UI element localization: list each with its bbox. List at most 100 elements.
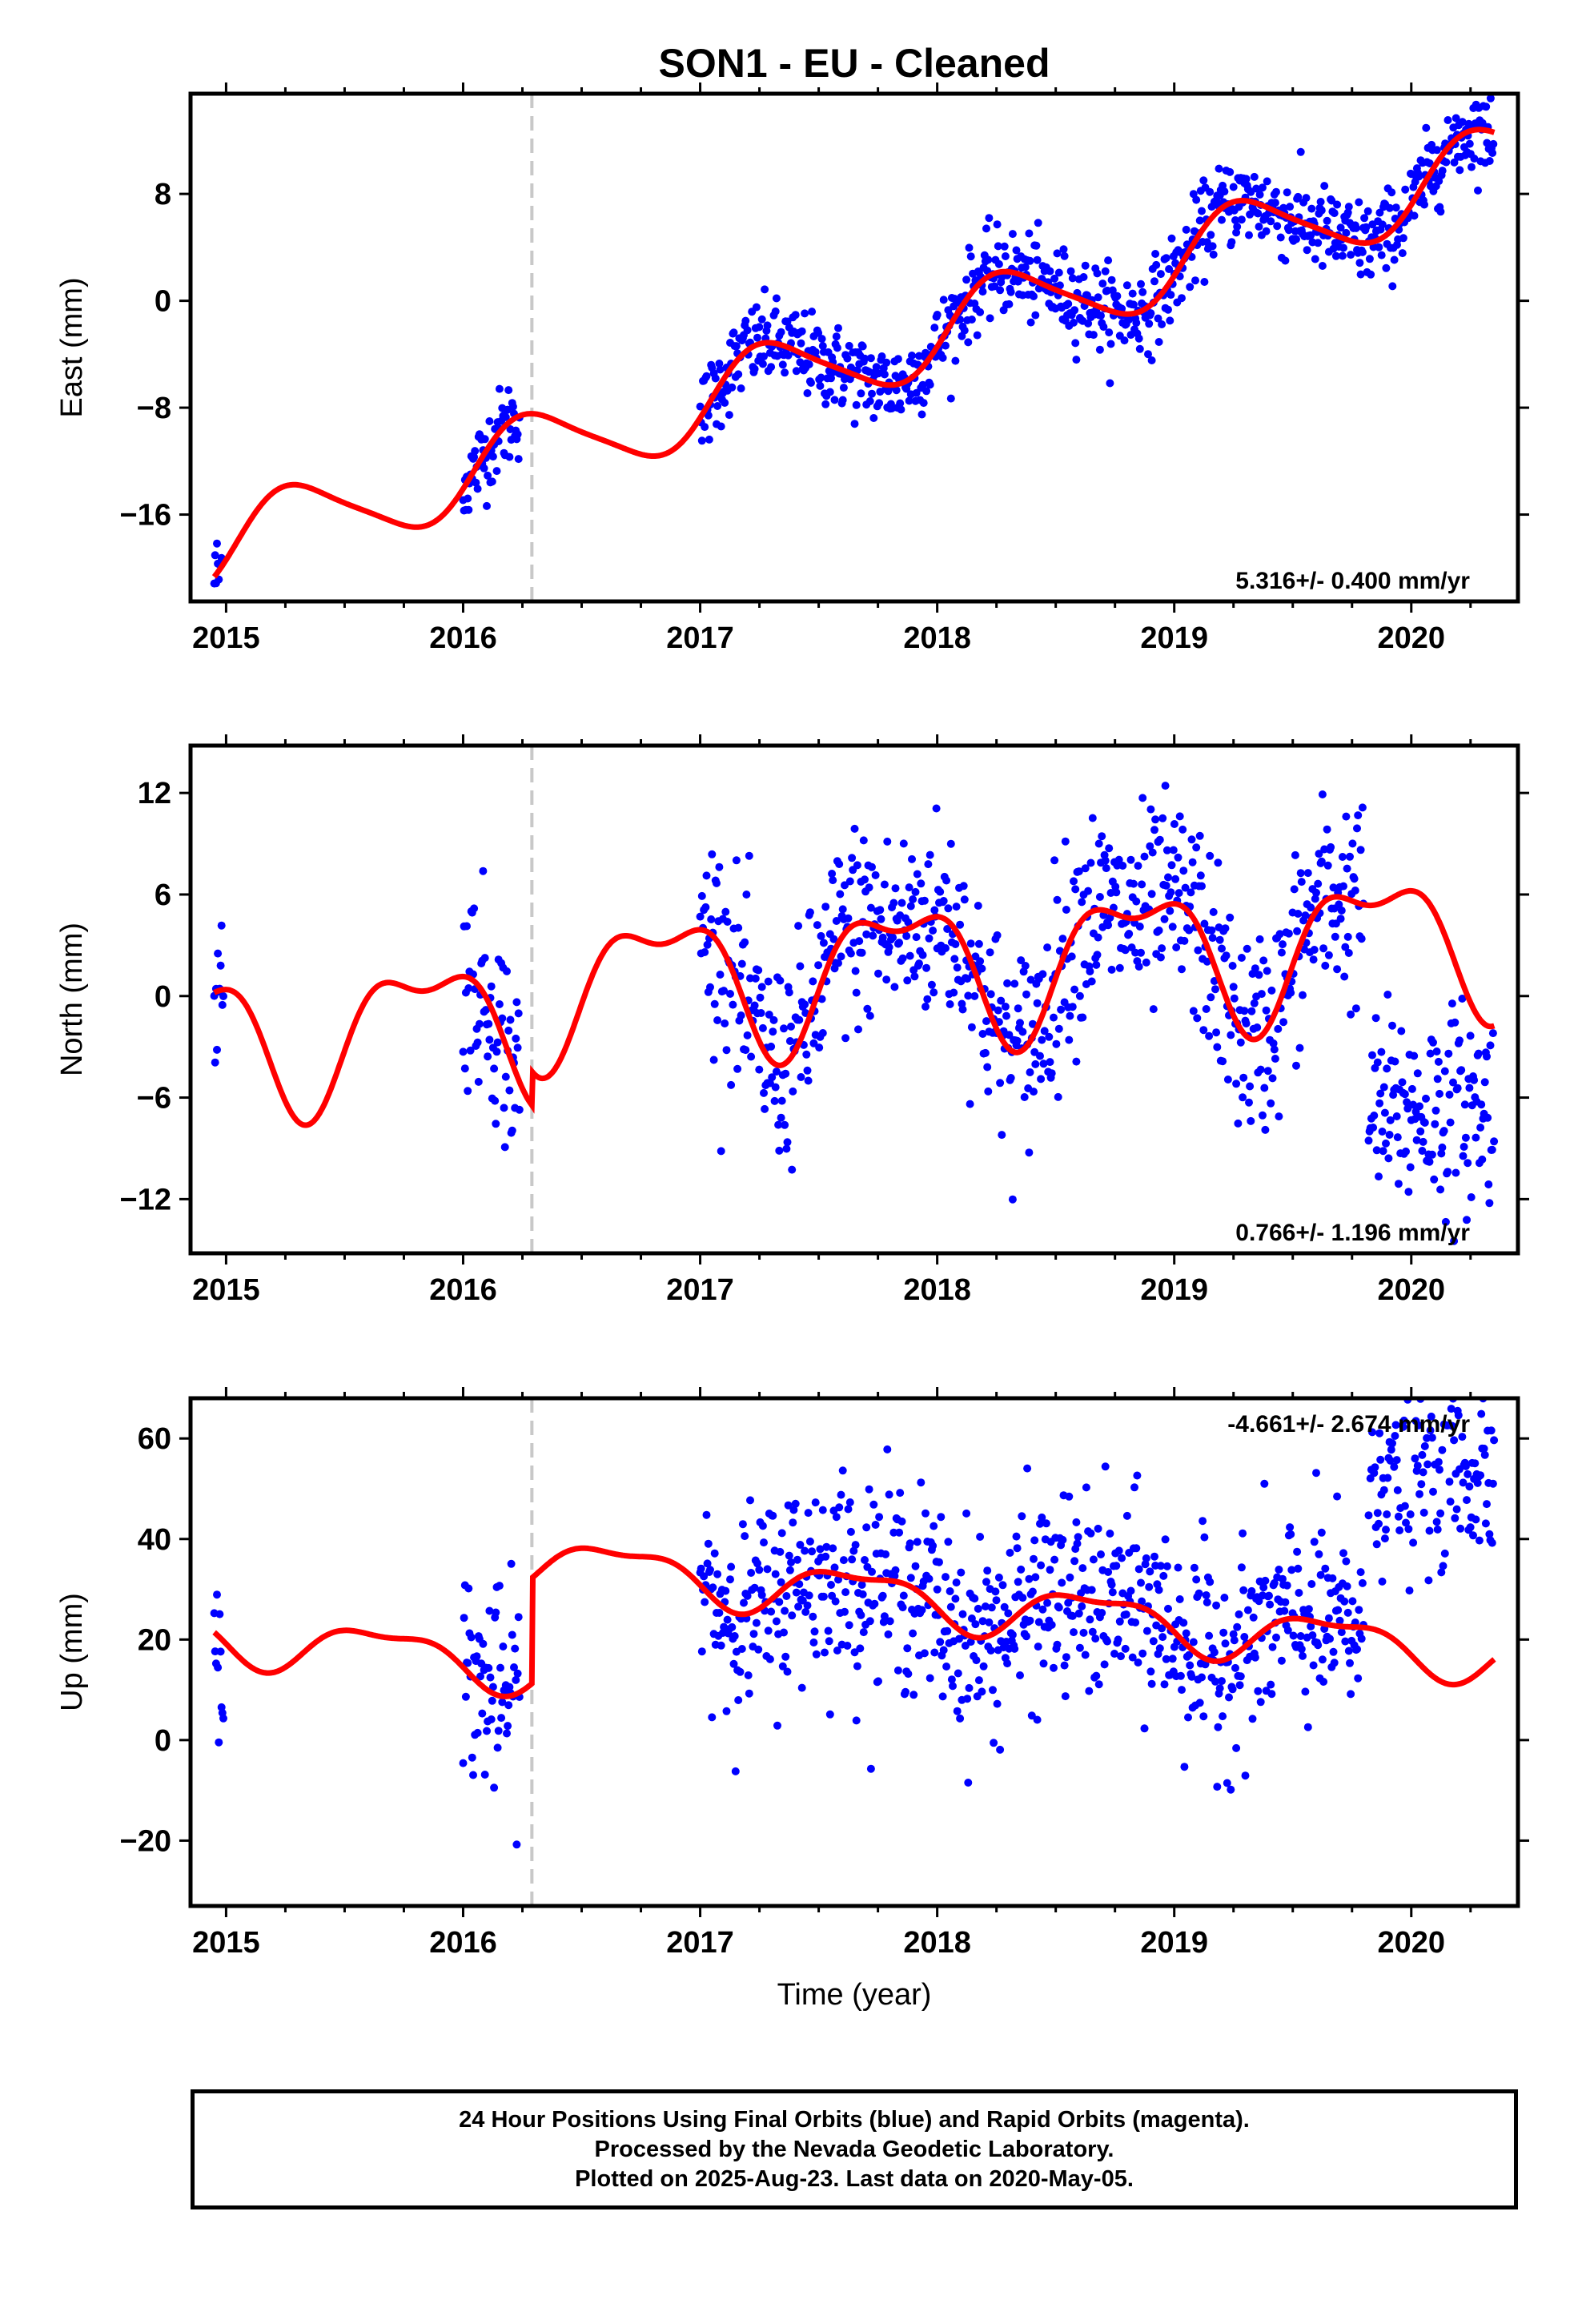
data-point: [920, 896, 929, 905]
data-point: [924, 860, 933, 869]
data-point: [1346, 1659, 1354, 1667]
data-point: [1084, 887, 1093, 895]
data-point: [1363, 207, 1372, 215]
data-point: [763, 1565, 772, 1574]
data-point: [1484, 1180, 1493, 1188]
data-point: [1086, 1615, 1094, 1624]
data-point: [1229, 1630, 1238, 1638]
data-point: [213, 1045, 221, 1054]
data-point: [1014, 1004, 1022, 1013]
data-point: [809, 977, 817, 986]
data-point: [459, 1047, 468, 1056]
data-point: [1318, 262, 1327, 270]
data-point: [866, 354, 875, 363]
data-point: [1404, 1525, 1413, 1534]
data-point: [1171, 875, 1180, 883]
data-point: [899, 1591, 908, 1600]
data-point: [767, 363, 776, 372]
data-point: [986, 948, 994, 957]
data-point: [697, 1647, 706, 1656]
data-point: [905, 951, 914, 960]
data-point: [1472, 1133, 1480, 1142]
data-point: [1485, 157, 1494, 165]
data-point: [490, 1783, 499, 1792]
data-point: [1375, 243, 1383, 251]
data-point: [1193, 1014, 1202, 1023]
data-point: [1395, 1526, 1404, 1534]
data-point: [1006, 287, 1015, 296]
data-point: [1222, 951, 1231, 960]
data-point: [1231, 1663, 1239, 1672]
data-point: [794, 1602, 803, 1611]
data-point: [883, 1445, 892, 1454]
data-point: [703, 940, 712, 949]
data-point: [1121, 946, 1130, 955]
data-point: [1142, 1626, 1151, 1635]
data-point: [1440, 1067, 1449, 1076]
data-point: [741, 1046, 750, 1055]
data-point: [1451, 1018, 1460, 1027]
data-point: [976, 308, 985, 316]
data-point: [1317, 857, 1326, 866]
data-point: [813, 921, 821, 930]
data-point: [1209, 907, 1218, 916]
data-point: [797, 1683, 806, 1692]
data-point: [902, 931, 911, 940]
data-point: [897, 1517, 906, 1526]
data-point: [1406, 1163, 1415, 1172]
data-point: [1432, 1518, 1441, 1526]
data-point: [965, 243, 974, 252]
data-point: [1399, 1422, 1407, 1431]
data-point: [1105, 844, 1114, 853]
data-point: [1383, 1064, 1391, 1073]
data-point: [1426, 1426, 1435, 1435]
data-point: [1026, 1616, 1034, 1625]
data-point: [1319, 944, 1328, 953]
data-point: [1045, 1032, 1054, 1041]
data-point: [1167, 861, 1176, 870]
data-point: [871, 1521, 880, 1529]
data-point: [479, 1639, 488, 1648]
data-point: [1487, 1426, 1496, 1435]
data-point: [1485, 1199, 1494, 1208]
data-point: [1373, 1509, 1382, 1518]
data-point: [801, 1607, 810, 1616]
data-point: [1246, 1082, 1255, 1091]
data-point: [987, 1603, 996, 1612]
data-point: [487, 982, 496, 991]
data-point: [774, 1120, 783, 1129]
data-point: [913, 870, 921, 879]
data-point: [1472, 1515, 1480, 1524]
data-point: [1379, 1083, 1388, 1092]
x-tick-label: 2020: [1377, 1273, 1445, 1307]
data-point: [493, 1743, 502, 1752]
data-point: [1167, 234, 1176, 243]
data-point: [974, 1604, 982, 1613]
data-point: [1070, 985, 1079, 994]
data-point: [1086, 967, 1094, 975]
data-point: [1404, 1188, 1413, 1196]
data-point: [763, 321, 772, 330]
data-point: [950, 988, 958, 997]
data-point: [909, 1691, 918, 1699]
data-point: [1409, 1100, 1418, 1109]
data-point: [1470, 155, 1479, 163]
data-point: [852, 988, 861, 997]
data-point: [1355, 259, 1364, 267]
data-point: [944, 904, 953, 913]
data-point: [1296, 1632, 1305, 1640]
data-point: [1350, 875, 1359, 883]
data-point: [1307, 1580, 1316, 1588]
data-point: [1415, 172, 1423, 181]
data-point: [1299, 1651, 1307, 1660]
data-point: [464, 1584, 473, 1593]
data-point: [706, 1566, 714, 1574]
data-point: [1050, 856, 1059, 865]
data-point: [1263, 1067, 1272, 1076]
plot-frame: [188, 1396, 1520, 1908]
data-point: [981, 1602, 990, 1610]
data-point: [471, 447, 480, 456]
data-point: [1294, 192, 1303, 201]
data-point: [484, 1019, 493, 1028]
data-point: [804, 1509, 813, 1518]
